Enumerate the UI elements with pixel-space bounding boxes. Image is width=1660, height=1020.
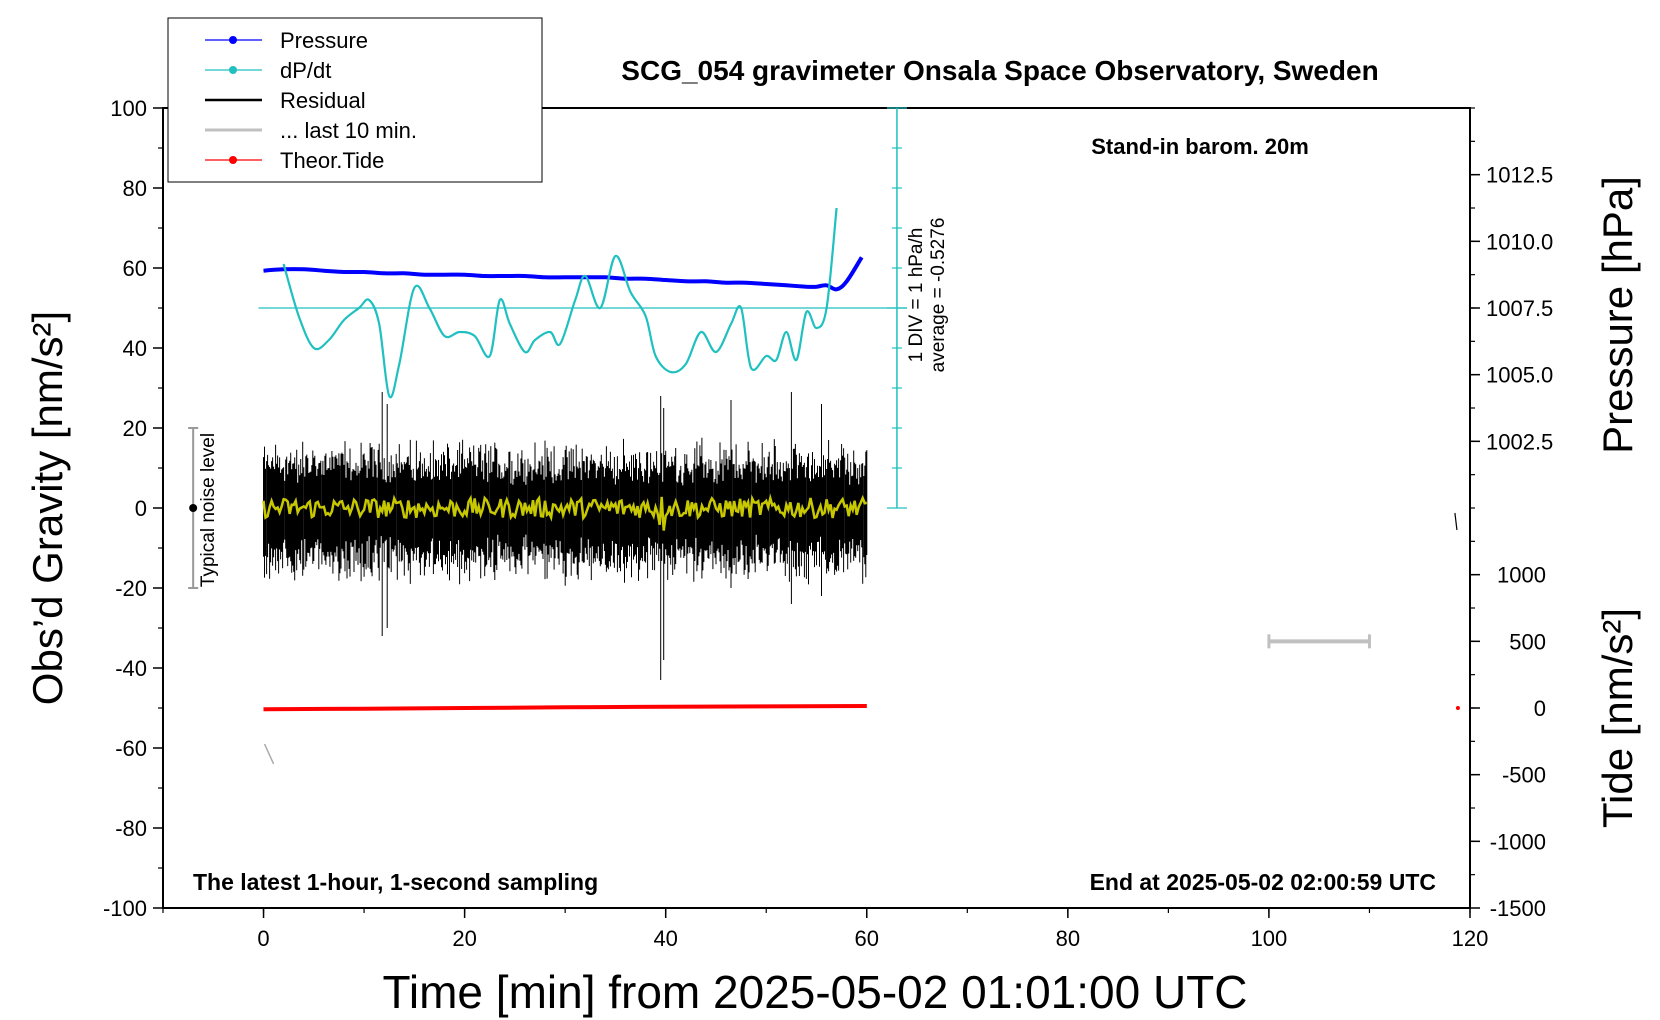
legend: Pressure dP/dt Residual ... last 10 min.… [167,17,543,183]
tide-tick-label: 0 [1534,696,1546,721]
series-theor-tide [263,704,867,712]
x-tick-label: 80 [1056,926,1080,951]
y-tick-label: 40 [123,336,147,361]
series-dp-dt [282,207,838,399]
x-tick-label: 40 [653,926,677,951]
y-tick-label: 60 [123,256,147,281]
legend-label-dpdt: dP/dt [280,58,331,83]
y-tick-label: 80 [123,176,147,201]
dpdt-scale-label-group: 1 DIV = 1 hPa/h average = -0.5276 [906,218,949,373]
tide-tick-label: -1500 [1490,896,1546,921]
legend-item-residual: Residual [205,88,366,113]
y-axis-label-pressure: Pressure [hPa] [1594,176,1641,454]
pressure-stub-right [1454,512,1458,531]
legend-item-pressure: Pressure [205,28,368,53]
dpdt-scale-line1: 1 DIV = 1 hPa/h [906,228,927,363]
noise-bar-center [189,504,198,512]
pressure-tick-label: 1010.0 [1486,229,1553,254]
legend-label-residual: Residual [280,88,366,113]
legend-marker-pressure [229,36,237,44]
chart-title: SCG_054 gravimeter Onsala Space Observat… [621,55,1378,86]
legend-marker-tide [229,156,237,164]
y-tick-label: -40 [115,656,147,681]
y-tick-label: -60 [115,736,147,761]
x-tick-label: 60 [855,926,879,951]
pressure-tick-label: 1002.5 [1486,429,1553,454]
series-layer [188,107,1460,765]
x-tick-label: 0 [257,926,269,951]
footer-right: End at 2025-05-02 02:00:59 UTC [1090,869,1436,895]
y-tick-label: -20 [115,576,147,601]
gray-stub-left [263,743,275,765]
pressure-tick-label: 1007.5 [1486,296,1553,321]
axes-layer: 0 20 40 60 80 100 120 -100 -80 -60 -40 -20 0 20 40 60 80… [103,96,1553,951]
pressure-tick-label: 1012.5 [1486,163,1553,188]
legend-item-dpdt: dP/dt [205,58,331,83]
y-tick-label: 20 [123,416,147,441]
tide-dot-right [1455,706,1460,710]
tide-tick-label: -1000 [1490,829,1546,854]
legend-marker-dpdt [229,66,237,74]
legend-label-last10: ... last 10 min. [280,118,417,143]
tide-tick-label: -500 [1502,763,1546,788]
y-axis-label-left: Obs’d Gravity [nm/s²] [24,311,71,705]
y-axis-label-tide-group: Tide [nm/s²] [1594,608,1641,828]
legend-item-tide: Theor.Tide [205,148,384,173]
y-axis-label-tide: Tide [nm/s²] [1594,608,1641,828]
dpdt-scale-line2: average = -0.5276 [928,218,949,373]
pressure-tick-label: 1005.0 [1486,363,1553,388]
tide-tick-label: 500 [1509,629,1546,654]
y-tick-label: 0 [135,496,147,521]
y-tick-label: -100 [103,896,147,921]
tide-tick-label: 1000 [1497,563,1546,588]
x-tick-label: 100 [1251,926,1288,951]
chart-subtitle: Stand-in barom. 20m [1091,134,1309,159]
x-tick-label: 20 [452,926,476,951]
y-axis-label-pressure-group: Pressure [hPa] [1594,176,1641,454]
footer-left: The latest 1-hour, 1-second sampling [193,869,598,895]
x-tick-label: 120 [1452,926,1489,951]
legend-label-tide: Theor.Tide [280,148,384,173]
noise-label: Typical noise level [198,433,219,587]
x-axis-label: Time [min] from 2025-05-02 01:01:00 UTC [383,966,1248,1018]
legend-item-last10: ... last 10 min. [205,118,417,143]
noise-label-group: Typical noise level [198,433,219,587]
legend-label-pressure: Pressure [280,28,368,53]
series-smoothed-residual [262,493,867,531]
y-tick-label: -80 [115,816,147,841]
y-tick-label: 100 [110,96,147,121]
y-axis-label-left-group: Obs’d Gravity [nm/s²] [24,311,71,705]
